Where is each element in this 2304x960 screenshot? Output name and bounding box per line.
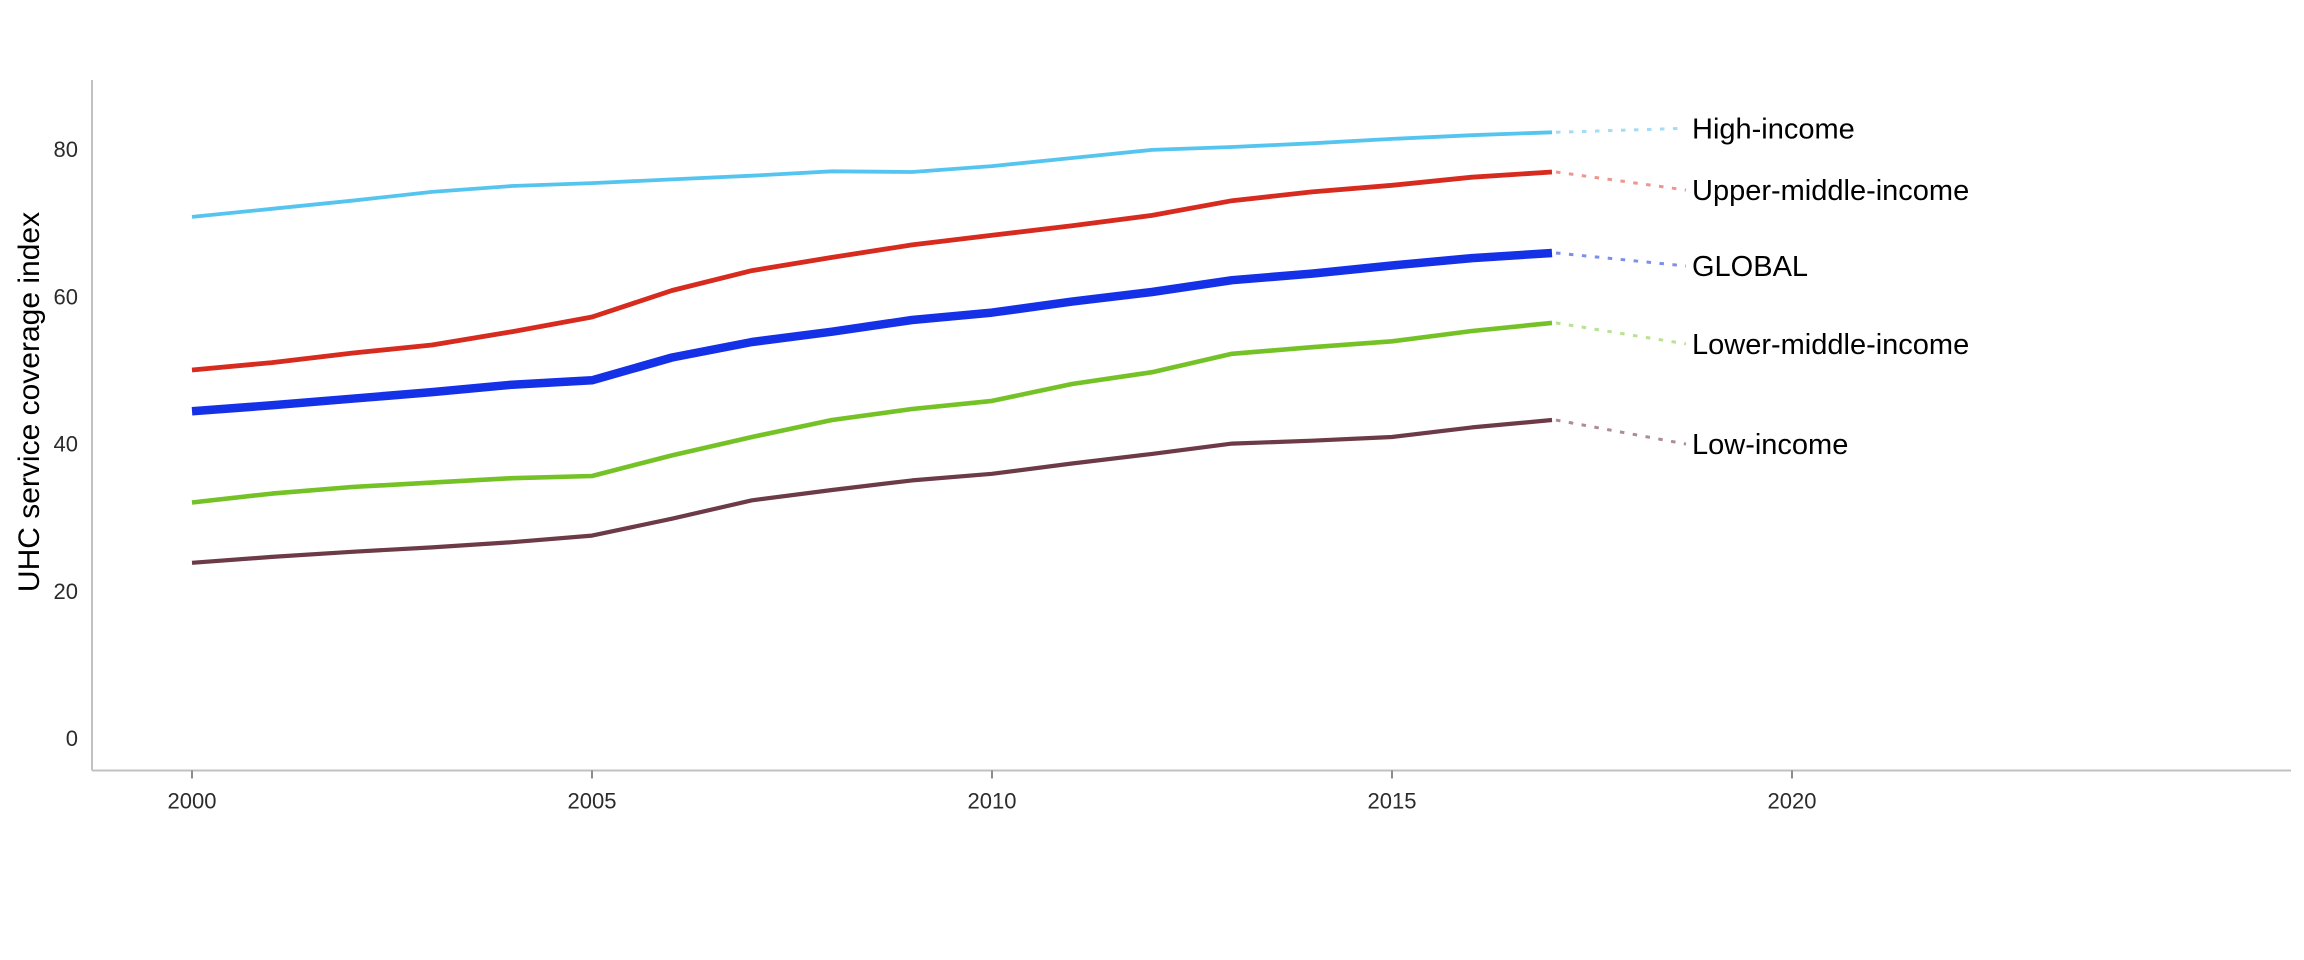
series-label-low-income: Low-income	[1692, 429, 1848, 461]
series-line-lower-middle-income	[191, 320, 1553, 505]
x-tick-label: 2010	[968, 789, 1017, 814]
series-line-low-income	[191, 417, 1553, 565]
series-label-high-income: High-income	[1692, 113, 1855, 145]
series-label-lower-middle-income: Lower-middle-income	[1692, 329, 1969, 361]
series-line-upper-middle-income	[191, 169, 1553, 373]
series-line-global	[191, 248, 1553, 416]
x-tick-label: 2020	[1768, 789, 1817, 814]
leader-line-global	[1555, 251, 1687, 268]
y-tick-label: 20	[54, 579, 78, 604]
y-tick-label: 80	[54, 137, 78, 162]
x-tick-label: 2000	[168, 789, 217, 814]
x-tick-label: 2015	[1368, 789, 1417, 814]
leader-line-low-income	[1555, 418, 1687, 446]
series-label-upper-middle-income: Upper-middle-income	[1692, 175, 1969, 207]
x-tick-label: 2005	[568, 789, 617, 814]
y-tick-label: 40	[54, 432, 78, 457]
series-label-global: GLOBAL	[1692, 251, 1808, 283]
series-line-high-income	[191, 130, 1553, 219]
y-tick-label: 0	[66, 726, 78, 751]
leader-line-lower-middle-income	[1555, 321, 1687, 346]
leader-line-upper-middle-income	[1555, 170, 1687, 192]
leader-line-high-income	[1555, 126, 1687, 134]
y-tick-label: 60	[54, 284, 78, 309]
